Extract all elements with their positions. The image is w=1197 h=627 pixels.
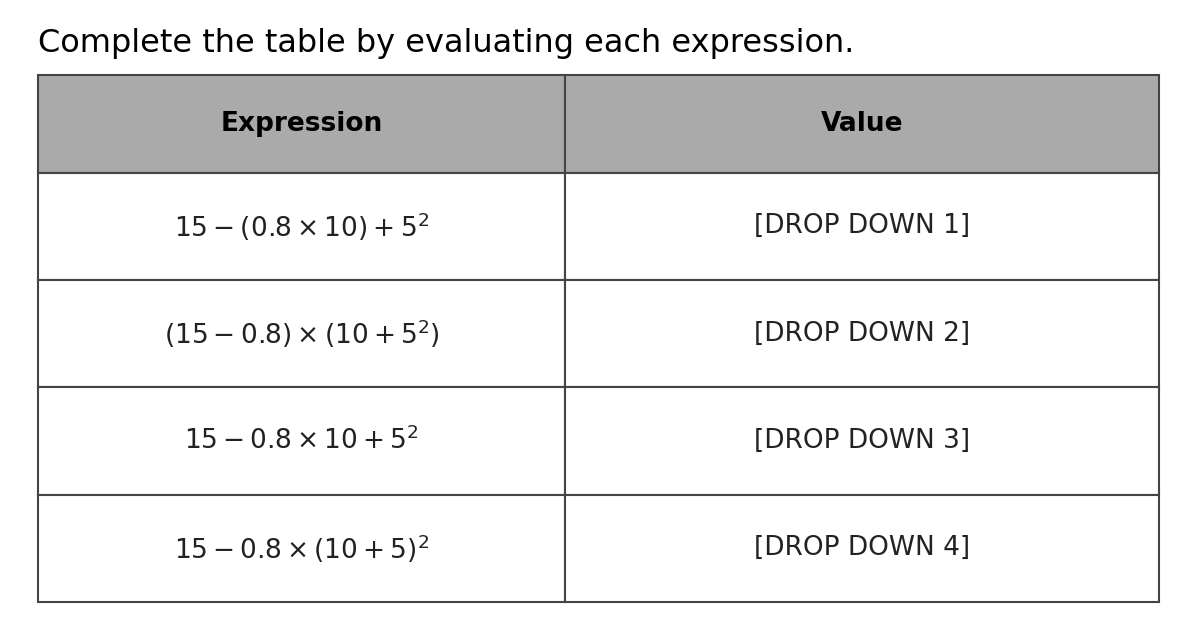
Text: $15 - 0.8 \times 10 + 5^2$: $15 - 0.8 \times 10 + 5^2$	[184, 427, 419, 455]
Text: [DROP DOWN 1]: [DROP DOWN 1]	[754, 213, 970, 240]
Text: Value: Value	[820, 111, 903, 137]
Text: [DROP DOWN 4]: [DROP DOWN 4]	[754, 535, 970, 561]
Bar	[38, 75, 565, 172]
Bar	[565, 495, 1159, 602]
Bar	[38, 495, 565, 602]
Bar	[565, 172, 1159, 280]
Bar	[565, 387, 1159, 495]
Bar	[565, 75, 1159, 172]
Text: Complete the table by evaluating each expression.: Complete the table by evaluating each ex…	[38, 28, 855, 59]
Text: [DROP DOWN 3]: [DROP DOWN 3]	[754, 428, 970, 454]
Text: Expression: Expression	[220, 111, 383, 137]
Text: $15 - (0.8 \times 10) + 5^2$: $15 - (0.8 \times 10) + 5^2$	[174, 210, 430, 243]
Bar	[38, 172, 565, 280]
Bar	[38, 280, 565, 387]
Text: $15 - 0.8 \times (10 + 5)^2$: $15 - 0.8 \times (10 + 5)^2$	[174, 532, 430, 564]
Text: [DROP DOWN 2]: [DROP DOWN 2]	[754, 320, 970, 347]
Text: $(15 - 0.8) \times (10 + 5^2)$: $(15 - 0.8) \times (10 + 5^2)$	[164, 317, 439, 350]
Bar	[565, 280, 1159, 387]
Bar	[38, 387, 565, 495]
